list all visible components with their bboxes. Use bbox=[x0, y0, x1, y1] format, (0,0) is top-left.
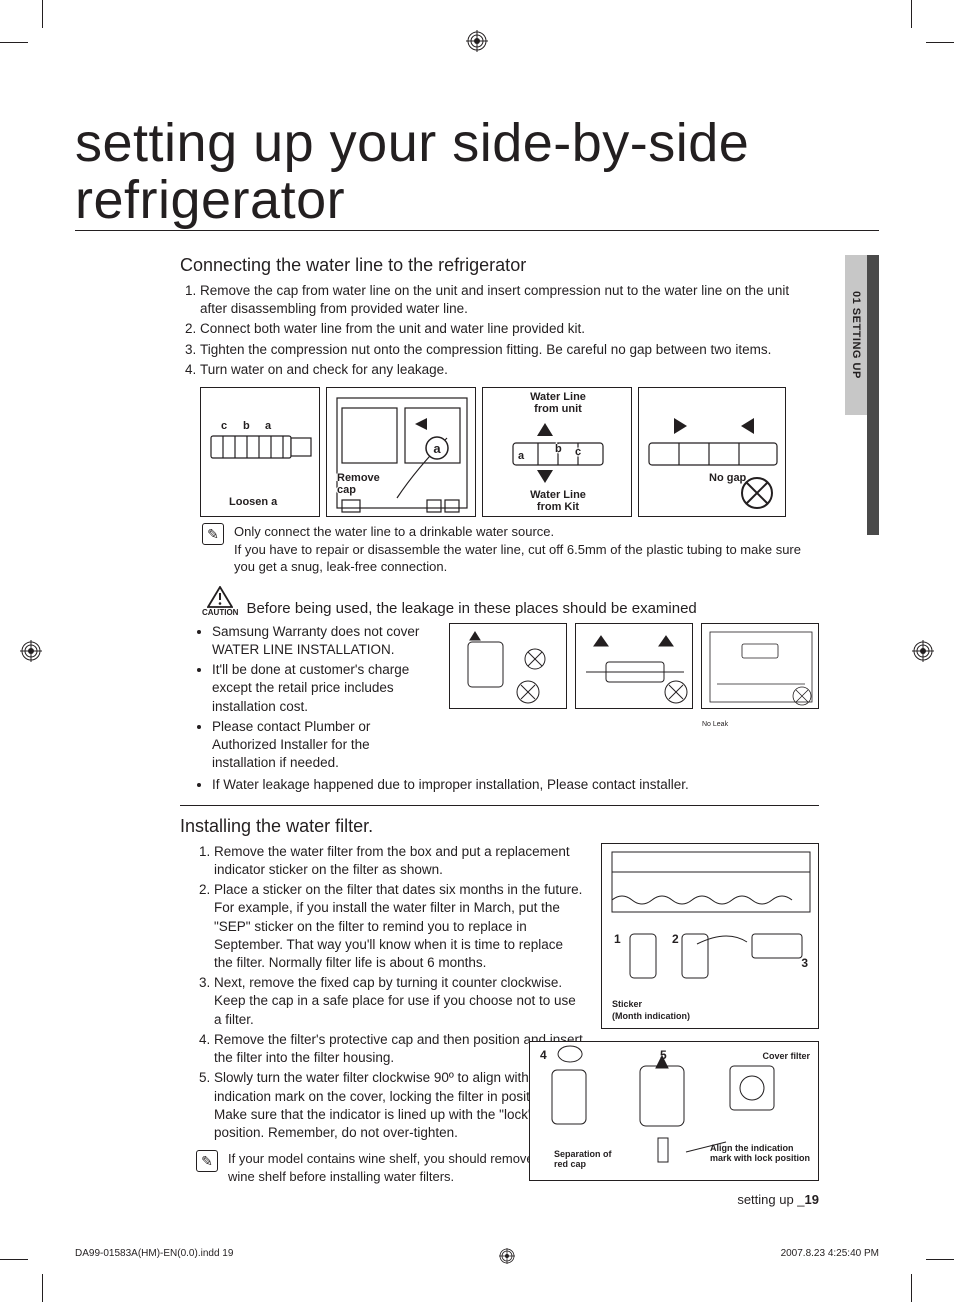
list-item: If Water leakage happened due to imprope… bbox=[212, 776, 819, 794]
diagram-label: a bbox=[265, 420, 271, 432]
caution-icon: CAUTION bbox=[202, 586, 238, 617]
diagram-label: Water Line from Kit bbox=[518, 489, 598, 513]
crop-mark bbox=[0, 1259, 28, 1260]
section1-steps: Remove the cap from water line on the un… bbox=[180, 282, 819, 379]
divider bbox=[180, 805, 819, 806]
crop-mark bbox=[911, 1274, 912, 1302]
section2-heading: Installing the water filter. bbox=[180, 816, 819, 837]
page-footer-label: setting up _ bbox=[737, 1192, 804, 1207]
note-text: Only connect the water line to a drinkab… bbox=[234, 523, 819, 541]
section1-heading: Connecting the water line to the refrige… bbox=[180, 255, 819, 276]
list-item: It'll be done at customer's charge excep… bbox=[212, 661, 435, 716]
diagram-label: c bbox=[575, 446, 581, 458]
crop-mark bbox=[42, 0, 43, 28]
diagram-number: 2 bbox=[672, 932, 679, 946]
crop-mark bbox=[926, 42, 954, 43]
diagram-label: Separation of red cap bbox=[554, 1150, 614, 1170]
diagram-number: 3 bbox=[801, 956, 808, 970]
page-number: 19 bbox=[805, 1192, 819, 1207]
diagram-label: Cover filter bbox=[762, 1052, 810, 1062]
diagram-leak-2 bbox=[575, 623, 693, 709]
diagram-label: (Month indication) bbox=[612, 1012, 690, 1022]
caution-label: CAUTION bbox=[202, 608, 238, 617]
diagram-label: Water Line from unit bbox=[518, 391, 598, 415]
list-item: Remove the filter's protective cap and t… bbox=[214, 1031, 583, 1067]
list-item: Tighten the compression nut onto the com… bbox=[200, 341, 819, 359]
diagram-label: c bbox=[221, 420, 227, 432]
list-item: Samsung Warranty does not cover WATER LI… bbox=[212, 623, 435, 659]
diagram-label: Removecap bbox=[337, 472, 380, 496]
crop-mark bbox=[42, 1274, 43, 1302]
doc-footer-right: 2007.8.23 4:25:40 PM bbox=[781, 1248, 879, 1264]
crop-mark bbox=[911, 0, 912, 28]
diagram-number: 4 bbox=[540, 1048, 547, 1062]
diagram-label: b bbox=[243, 420, 250, 432]
page-content: setting up your side-by-side refrigerato… bbox=[75, 115, 879, 1227]
diagram-leak-3: No Leak bbox=[701, 623, 819, 709]
diagram-no-gap: No gap bbox=[638, 387, 786, 517]
diagram-label: Align the indication mark with lock posi… bbox=[710, 1144, 810, 1164]
registration-mark-icon bbox=[912, 640, 934, 662]
caution-text: Before being used, the leakage in these … bbox=[246, 600, 696, 617]
diagram-row-1: c b a Loosen a a bbox=[200, 387, 819, 517]
list-item: Next, remove the fixed cap by turning it… bbox=[214, 974, 583, 1029]
warranty-block: Samsung Warranty does not cover WATER LI… bbox=[180, 623, 819, 775]
diagram-filter-steps-1-3: 1 2 3 Sticker (Month indication) bbox=[601, 843, 819, 1029]
doc-footer-left: DA99-01583A(HM)-EN(0.0).indd 19 bbox=[75, 1248, 233, 1264]
note-text: If you have to repair or disassemble the… bbox=[234, 541, 819, 576]
note-icon: ✎ bbox=[196, 1150, 218, 1172]
section-tab-label: 01 SETTING UP bbox=[850, 291, 862, 379]
list-item: Remove the cap from water line on the un… bbox=[200, 282, 819, 318]
note-icon: ✎ bbox=[202, 523, 224, 545]
list-item: Turn water on and check for any leakage. bbox=[200, 361, 819, 379]
document-footer: DA99-01583A(HM)-EN(0.0).indd 19 2007.8.2… bbox=[75, 1248, 879, 1264]
diagram-label: No Leak bbox=[702, 721, 728, 728]
diagram-remove-cap: a Removecap bbox=[326, 387, 476, 517]
diagram-leak-1 bbox=[449, 623, 567, 709]
diagram-label: Sticker bbox=[612, 1000, 642, 1010]
diagram-label: a bbox=[518, 450, 524, 462]
svg-text:a: a bbox=[433, 441, 441, 456]
section-tab: 01 SETTING UP bbox=[845, 255, 879, 535]
list-item: Connect both water line from the unit an… bbox=[200, 320, 819, 338]
caution-block: CAUTION Before being used, the leakage i… bbox=[202, 586, 819, 617]
list-item: Please contact Plumber or Authorized Ins… bbox=[212, 718, 435, 773]
registration-mark-icon bbox=[466, 30, 488, 52]
diagram-label: b bbox=[555, 443, 562, 455]
note-block: ✎ Only connect the water line to a drink… bbox=[202, 523, 819, 576]
list-item: Slowly turn the water filter clockwise 9… bbox=[214, 1069, 583, 1142]
diagram-number: 5 bbox=[660, 1048, 667, 1062]
diagram-waterlines: Water Line from unit a b c Water Line fr… bbox=[482, 387, 632, 517]
crop-mark bbox=[926, 1259, 954, 1260]
registration-mark-icon bbox=[20, 640, 42, 662]
crop-mark bbox=[0, 42, 28, 43]
page-title: setting up your side-by-side refrigerato… bbox=[75, 115, 879, 228]
list-item: Place a sticker on the filter that dates… bbox=[214, 881, 583, 972]
list-item: Remove the water filter from the box and… bbox=[214, 843, 583, 879]
title-underline bbox=[75, 230, 879, 231]
registration-mark-icon bbox=[499, 1248, 515, 1264]
diagram-loosen: c b a Loosen a bbox=[200, 387, 320, 517]
diagram-filter-steps-4-5: 4 5 Cover filter Separation of red cap A… bbox=[529, 1041, 819, 1181]
diagram-number: 1 bbox=[614, 932, 621, 946]
diagram-label: No gap bbox=[709, 472, 746, 484]
diagram-label: Loosen a bbox=[229, 496, 277, 508]
page-footer: setting up _19 bbox=[737, 1192, 819, 1207]
